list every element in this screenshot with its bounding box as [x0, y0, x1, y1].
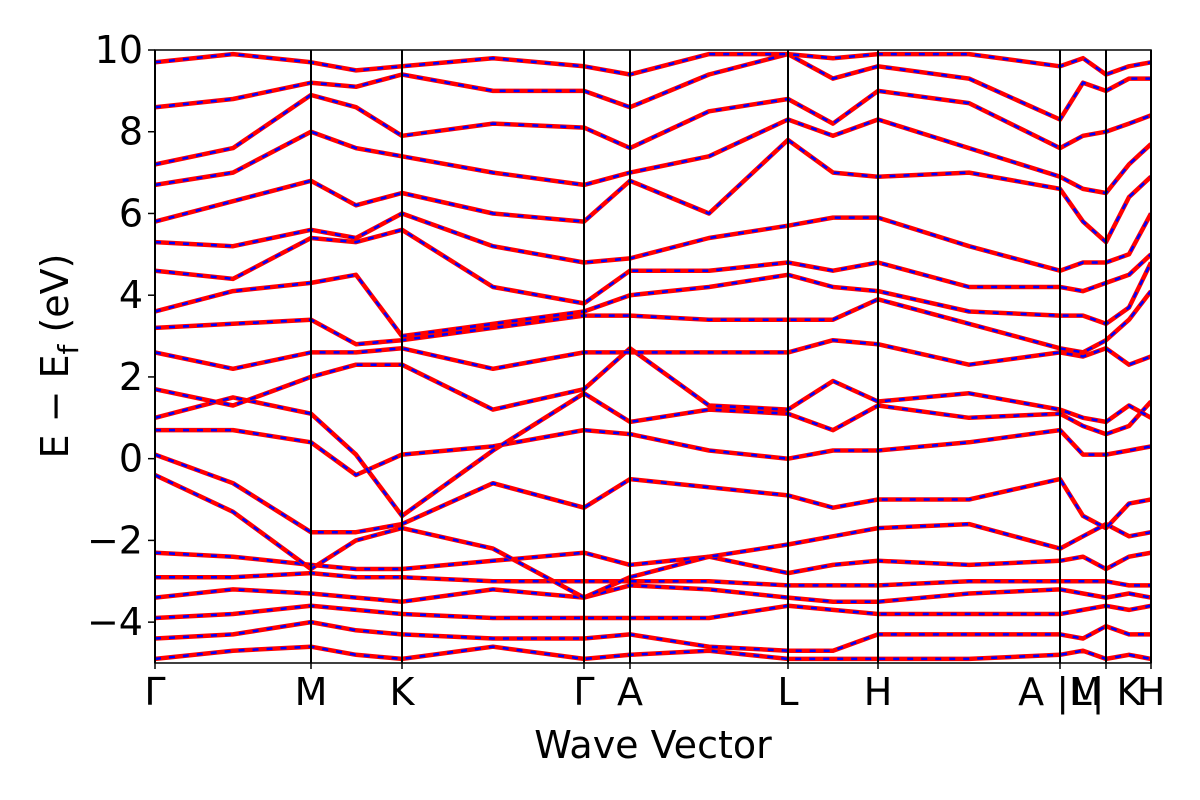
y-tick-label: 4	[119, 273, 143, 317]
y-tick-label: 2	[119, 355, 143, 399]
band-line-dashed	[155, 138, 1151, 245]
y-tick-label: 8	[119, 110, 143, 154]
band-line	[155, 583, 1151, 604]
x-tick-label: M	[295, 670, 328, 714]
band-line-dashed	[155, 391, 1151, 518]
x-tick-label: Γ	[573, 670, 594, 714]
x-tick-label: L| K	[1071, 670, 1143, 715]
band-line-dashed	[155, 52, 1151, 76]
y-axis-label: E − Ef (eV)	[33, 254, 85, 459]
band-line-dashed	[155, 228, 1151, 305]
band-line	[155, 261, 1151, 339]
y-tick-label: 6	[119, 191, 143, 235]
x-tick-label: A |M	[1018, 670, 1102, 715]
band-line	[155, 570, 1151, 588]
band-line	[155, 88, 1151, 167]
band-line	[155, 427, 1151, 478]
band-line	[155, 289, 1151, 355]
x-tick-label: A	[617, 670, 643, 714]
y-label-sub: f	[52, 343, 85, 354]
band-line	[155, 211, 1151, 273]
band-line-dashed	[155, 118, 1151, 195]
band-line-dashed	[155, 290, 1151, 354]
band-line-dashed	[155, 338, 1151, 371]
band-line-dashed	[155, 620, 1151, 652]
x-tick-label: L	[777, 670, 798, 714]
y-tick-label: −2	[87, 518, 143, 562]
band-line	[155, 644, 1151, 662]
band-line-dashed	[155, 453, 1151, 534]
y-label-unit: (eV)	[33, 254, 77, 345]
band-line-dashed	[155, 473, 1151, 599]
band-line	[155, 452, 1151, 535]
band-line	[155, 137, 1151, 245]
y-tick-label: 10	[95, 28, 143, 72]
x-tick-label: H	[1137, 670, 1166, 714]
x-axis-label: Wave Vector	[534, 723, 772, 767]
band-line	[155, 51, 1151, 122]
y-tick-label: 0	[119, 437, 143, 481]
band-line-dashed	[155, 346, 1151, 424]
band-line-dashed	[155, 52, 1151, 122]
y-tick-label: −4	[87, 600, 143, 644]
band-line	[155, 391, 1151, 519]
bands	[155, 51, 1151, 662]
band-line-dashed	[155, 571, 1151, 587]
plot-frame	[154, 49, 1152, 664]
band-line-dashed	[155, 261, 1151, 338]
band-line	[155, 603, 1151, 621]
band-line-dashed	[155, 89, 1151, 166]
band-line-dashed	[155, 551, 1151, 575]
band-line	[155, 51, 1151, 77]
x-tick-label: Γ	[144, 670, 165, 714]
y-label-main: E − E	[33, 354, 77, 458]
x-tick-label: H	[864, 670, 893, 714]
x-tick-label: K	[390, 670, 416, 714]
